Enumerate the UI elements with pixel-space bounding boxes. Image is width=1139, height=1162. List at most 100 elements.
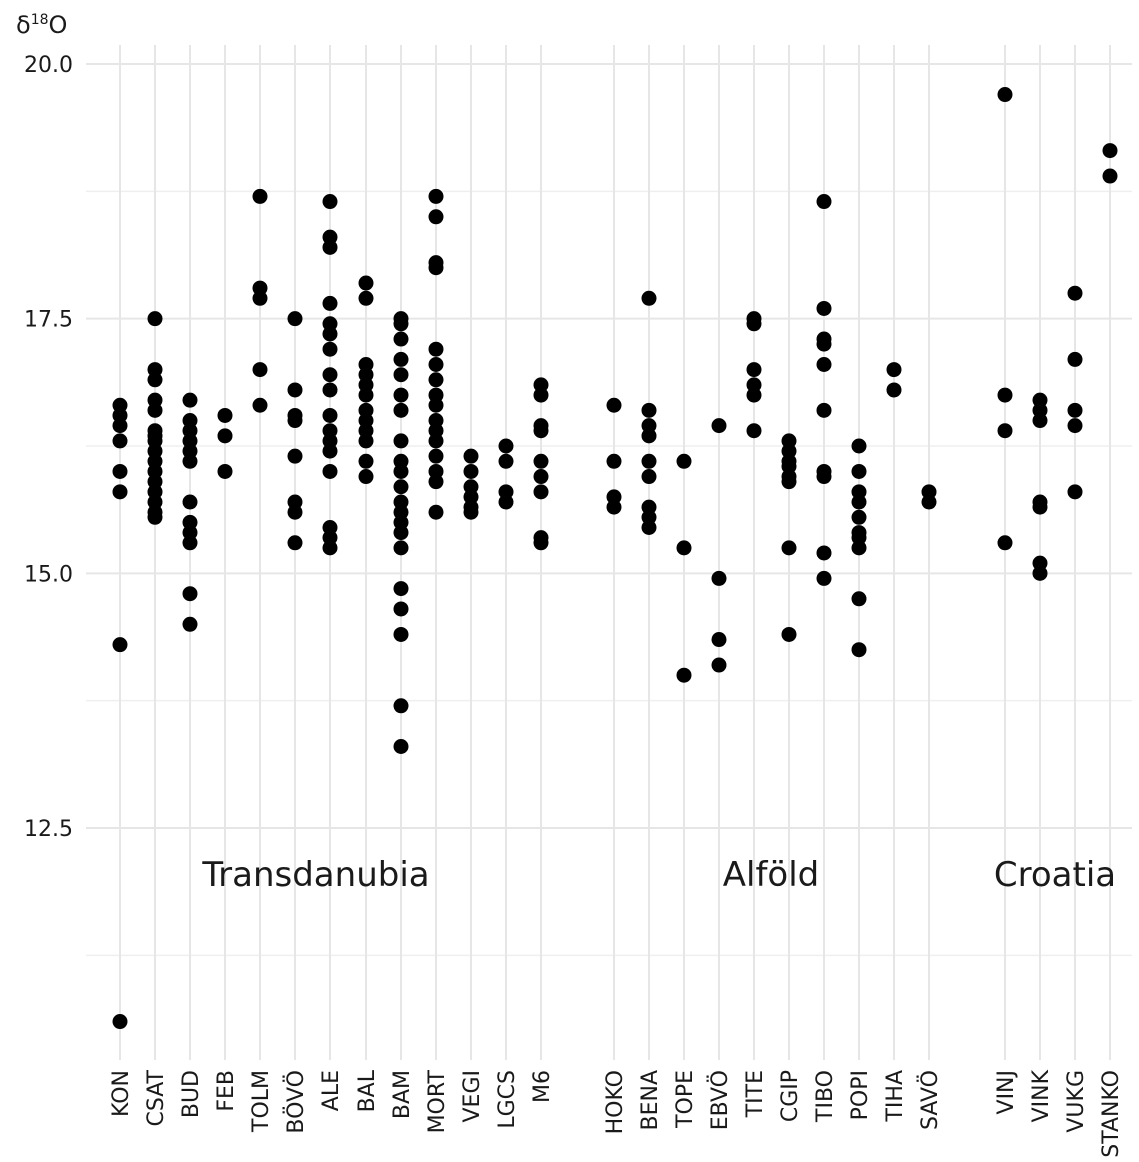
x-tick-label: HOKO [603,1070,628,1134]
data-point [642,403,657,418]
data-point [817,403,832,418]
x-tick-label: POPI [848,1070,873,1120]
data-point [218,408,233,423]
data-point [148,372,163,387]
data-point [747,388,762,403]
data-point [359,454,374,469]
data-point [677,668,692,683]
data-point [817,337,832,352]
data-point [817,194,832,209]
data-point [642,428,657,443]
data-point [607,398,622,413]
x-tick-label: CSAT [144,1069,169,1126]
data-point [394,352,409,367]
data-point [817,357,832,372]
data-point [394,581,409,596]
y-tick-label: 20.0 [24,53,73,78]
data-point [1103,143,1118,158]
x-tick-label: M6 [530,1070,555,1103]
data-point [323,540,338,555]
data-point [852,642,867,657]
data-point [323,240,338,255]
x-axis: KON CSAT BUD FEB TOLM BÖVÖ ALE BAL BAM MORT VEGI LG… [109,1069,1124,1157]
x-tick-label: VINK [1029,1069,1054,1122]
data-point [852,464,867,479]
data-point [499,454,514,469]
x-tick-label: TIHA [883,1070,908,1123]
data-point [359,276,374,291]
x-tick-label: TIBO [813,1070,838,1123]
data-point [712,632,727,647]
data-point [113,1014,128,1029]
data-point [429,474,444,489]
x-tick-label: STANKO [1099,1070,1124,1158]
data-point [429,433,444,448]
data-point [998,423,1013,438]
x-tick-label: KON [109,1070,134,1117]
data-point [323,326,338,341]
data-point [323,296,338,311]
y-tick-label: 12.5 [24,817,73,842]
data-point [394,540,409,555]
data-point [394,525,409,540]
data-point [288,311,303,326]
x-tick-label: TITE [743,1070,768,1118]
data-point [887,382,902,397]
data-point [429,372,444,387]
data-point [394,433,409,448]
data-point [817,571,832,586]
data-point [998,535,1013,550]
data-point [642,454,657,469]
data-point [1068,403,1083,418]
data-point [429,189,444,204]
data-point [359,291,374,306]
data-point [607,454,622,469]
x-tick-label: BÖVÖ [283,1070,309,1134]
data-point [113,433,128,448]
data-point [712,658,727,673]
data-point [712,571,727,586]
x-tick-label: ALE [319,1070,344,1111]
data-point [998,87,1013,102]
data-point [148,510,163,525]
data-point [642,291,657,306]
data-point [359,388,374,403]
x-tick-label: MORT [425,1069,450,1133]
x-tick-label: SAVÖ [917,1070,943,1130]
x-tick-label: BAL [355,1069,380,1112]
data-point [782,474,797,489]
data-point [148,403,163,418]
data-point [113,484,128,499]
data-point [922,495,937,510]
data-point [1068,352,1083,367]
x-tick-label: LGCS [495,1070,520,1129]
data-point [534,388,549,403]
data-point [1103,169,1118,184]
data-point [148,311,163,326]
x-tick-label: CGIP [778,1070,803,1122]
data-point [323,444,338,459]
x-tick-label: VUKG [1064,1070,1089,1133]
y-tick-label: 17.5 [24,308,73,333]
group-labels: Transdanubia Alföld Croatia [201,855,1116,895]
group-label: Transdanubia [201,855,429,895]
x-tick-label: BUD [179,1070,204,1118]
data-point [429,260,444,275]
data-point [429,449,444,464]
x-tick-label: VINJ [994,1070,1019,1114]
data-point [288,413,303,428]
x-tick-label: BAM [390,1070,415,1119]
data-point [782,627,797,642]
data-point [1068,286,1083,301]
x-tick-label: BENA [638,1070,663,1131]
data-point [253,189,268,204]
data-point [677,454,692,469]
data-point [429,342,444,357]
x-tick-label: TOPE [673,1070,698,1129]
data-point [253,362,268,377]
data-point [218,428,233,443]
data-point [288,535,303,550]
group-label: Alföld [723,855,820,895]
data-point [183,495,198,510]
data-point [429,398,444,413]
